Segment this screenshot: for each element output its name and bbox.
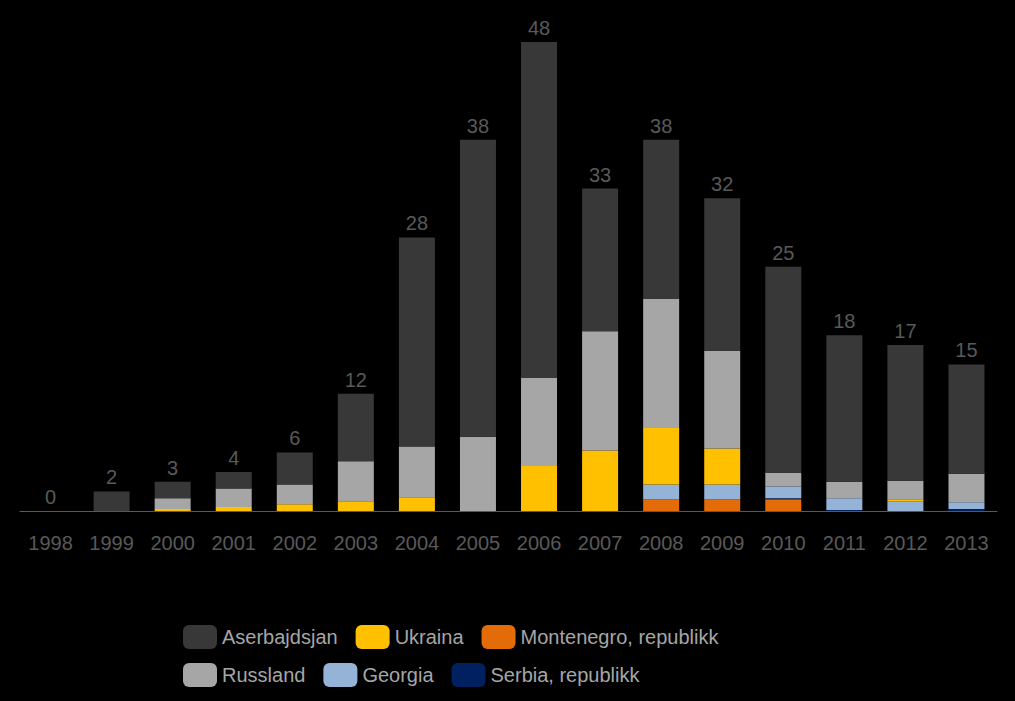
svg-text:1999: 1999 — [89, 532, 134, 554]
svg-text:17: 17 — [894, 320, 916, 342]
svg-text:2009: 2009 — [700, 532, 745, 554]
svg-text:2000: 2000 — [150, 532, 195, 554]
svg-text:33: 33 — [589, 164, 611, 186]
svg-text:0: 0 — [45, 486, 56, 508]
svg-text:2001: 2001 — [211, 532, 256, 554]
svg-text:2007: 2007 — [578, 532, 623, 554]
svg-text:12: 12 — [345, 369, 367, 391]
svg-text:32: 32 — [711, 173, 733, 195]
svg-text:15: 15 — [955, 339, 977, 361]
svg-text:2002: 2002 — [273, 532, 318, 554]
svg-text:6: 6 — [289, 427, 300, 449]
svg-text:2005: 2005 — [456, 532, 501, 554]
svg-text:18: 18 — [833, 310, 855, 332]
svg-text:2012: 2012 — [883, 532, 928, 554]
svg-text:2003: 2003 — [334, 532, 379, 554]
svg-text:25: 25 — [772, 242, 794, 264]
svg-text:1998: 1998 — [28, 532, 72, 554]
svg-text:Serbia, republikk: Serbia, republikk — [491, 664, 641, 686]
svg-text:2011: 2011 — [823, 532, 866, 554]
svg-text:38: 38 — [650, 115, 672, 137]
svg-text:2008: 2008 — [639, 532, 684, 554]
svg-text:2004: 2004 — [395, 532, 440, 554]
svg-text:Aserbajdsjan: Aserbajdsjan — [222, 626, 338, 648]
svg-text:48: 48 — [528, 17, 550, 39]
svg-text:Russland: Russland — [222, 664, 305, 686]
svg-text:Georgia: Georgia — [362, 664, 434, 686]
svg-text:Montenegro, republikk: Montenegro, republikk — [521, 626, 720, 648]
svg-text:28: 28 — [406, 212, 428, 234]
svg-text:38: 38 — [467, 115, 489, 137]
svg-text:2006: 2006 — [517, 532, 562, 554]
svg-text:4: 4 — [228, 447, 239, 469]
svg-text:Ukraina: Ukraina — [395, 626, 465, 648]
svg-text:2: 2 — [106, 466, 117, 488]
svg-text:2013: 2013 — [944, 532, 989, 554]
svg-text:2010: 2010 — [761, 532, 806, 554]
svg-text:3: 3 — [167, 457, 178, 479]
